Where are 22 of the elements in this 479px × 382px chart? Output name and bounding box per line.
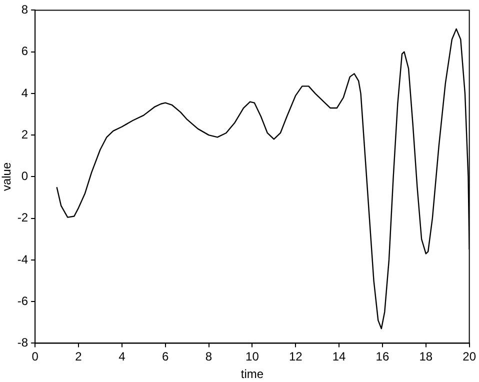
x-tick-label: 4 — [118, 350, 126, 364]
x-tick-label: 6 — [162, 350, 170, 364]
x-axis-title: time — [240, 367, 264, 382]
x-tick-label: 16 — [376, 350, 390, 364]
y-tick-label: -4 — [17, 252, 28, 266]
x-tick-label: 20 — [462, 350, 476, 364]
y-tick-label: -2 — [17, 210, 28, 225]
y-tick-label: 8 — [21, 2, 28, 17]
y-tick-label: 6 — [21, 44, 28, 58]
y-tick-label: 2 — [21, 127, 28, 142]
x-tick-label: 14 — [332, 350, 346, 364]
x-tick-label: 8 — [205, 350, 212, 364]
y-tick-label: 4 — [21, 86, 28, 100]
x-tick-label: 18 — [419, 350, 433, 364]
x-tick-label: 0 — [32, 350, 39, 364]
y-tick-label: 0 — [21, 169, 28, 184]
y-tick-label: -8 — [17, 336, 28, 350]
y-axis-title: value — [0, 162, 14, 192]
x-tick-label: 2 — [75, 350, 82, 364]
y-tick-label: -6 — [17, 294, 28, 308]
x-tick-label: 12 — [288, 350, 303, 364]
x-tick-label: 10 — [246, 350, 260, 364]
